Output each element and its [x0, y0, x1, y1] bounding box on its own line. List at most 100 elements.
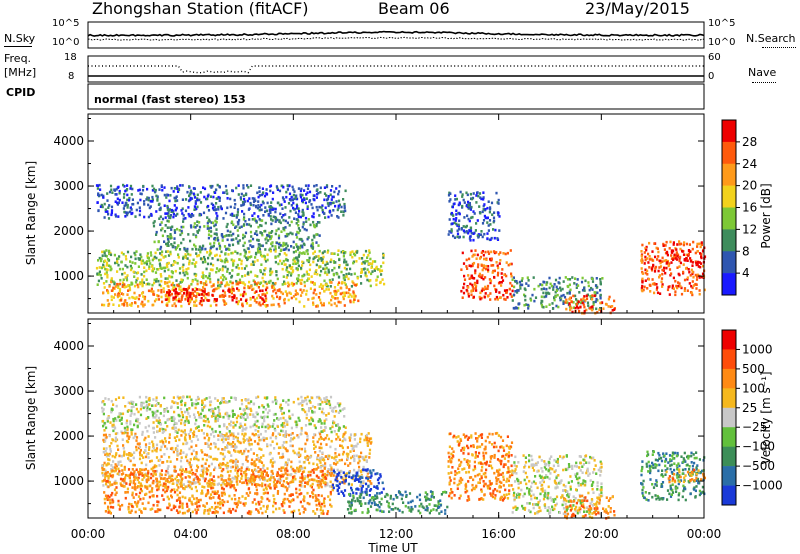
- power-cell: [206, 251, 209, 254]
- velocity-cell: [292, 449, 295, 453]
- power-cell: [282, 248, 285, 251]
- power-cell: [213, 289, 216, 292]
- power-cell: [460, 289, 463, 293]
- velocity-cell: [332, 406, 335, 410]
- power-cell: [550, 284, 554, 288]
- power-cell: [498, 229, 501, 232]
- velocity-cell: [359, 440, 362, 444]
- power-cell: [163, 230, 167, 233]
- velocity-cell: [222, 437, 225, 441]
- power-cell: [576, 278, 579, 281]
- velocity-cell: [230, 420, 233, 424]
- power-cell: [329, 193, 332, 197]
- velocity-cell: [168, 436, 171, 439]
- power-cell: [542, 280, 545, 284]
- power-cell: [255, 251, 258, 255]
- power-cell: [449, 198, 452, 201]
- velocity-cell: [363, 438, 366, 442]
- velocity-cell: [224, 400, 227, 403]
- velocity-cell: [260, 456, 263, 459]
- power-cell: [212, 208, 215, 212]
- power-cell: [676, 255, 679, 258]
- power-cell: [185, 271, 188, 274]
- velocity-cell: [103, 421, 106, 425]
- velocity-cell: [150, 489, 153, 492]
- velocity-cell: [240, 399, 243, 402]
- power-cell: [167, 240, 170, 243]
- velocity-cell: [305, 432, 308, 435]
- power-cell: [323, 267, 326, 271]
- power-cell: [284, 206, 287, 209]
- power-cell: [315, 233, 318, 236]
- velocity-cell: [327, 437, 330, 441]
- power-cell: [180, 304, 183, 308]
- power-cell: [286, 234, 289, 238]
- power-cell: [255, 282, 258, 285]
- power-cell: [353, 296, 356, 299]
- velocity-cell: [275, 399, 278, 403]
- power-cell: [213, 241, 216, 245]
- power-cell: [179, 292, 182, 295]
- power-cell: [140, 302, 143, 306]
- power-cell: [294, 289, 297, 293]
- velocity-cell: [330, 466, 333, 470]
- velocity-cell: [104, 510, 107, 513]
- power-cell: [467, 274, 470, 277]
- power-cell: [284, 219, 287, 223]
- power-cell: [329, 285, 332, 288]
- velocity-cell: [198, 482, 201, 486]
- velocity-cell: [260, 471, 263, 475]
- power-cell: [313, 272, 316, 275]
- velocity-cell: [225, 432, 228, 435]
- power-cell: [181, 184, 184, 187]
- power-cell: [303, 243, 306, 247]
- power-cell: [561, 287, 564, 291]
- power-cell: [493, 269, 496, 273]
- velocity-cell: [334, 458, 337, 462]
- power-cell: [698, 276, 701, 279]
- velocity-cell: [156, 425, 159, 428]
- velocity-cell: [318, 449, 321, 453]
- velocity-cell: [333, 430, 336, 433]
- velocity-cell: [105, 447, 108, 450]
- power-cell: [290, 296, 293, 300]
- velocity-cell: [114, 469, 117, 472]
- power-cell: [166, 295, 169, 298]
- velocity-cell: [107, 462, 110, 466]
- power-cell: [173, 231, 177, 234]
- power-cell: [262, 284, 265, 288]
- velocity-cell: [256, 442, 259, 445]
- power-cell: [454, 194, 457, 197]
- power-cell: [214, 219, 217, 223]
- velocity-cell: [174, 401, 177, 404]
- velocity-cell: [187, 433, 190, 436]
- power-cell: [502, 252, 505, 255]
- power-cell: [282, 214, 285, 217]
- power-cell: [315, 263, 318, 267]
- power-cell: [215, 267, 219, 270]
- power-cell: [138, 257, 141, 261]
- power-cell: [498, 215, 501, 218]
- power-cells: [95, 183, 707, 315]
- power-cell: [486, 284, 490, 288]
- velocity-cell: [353, 459, 356, 463]
- velocity-cell: [324, 400, 327, 403]
- velocity-cell: [166, 477, 169, 481]
- power-cell: [97, 192, 100, 195]
- velocity-cell: [222, 415, 225, 419]
- power-cell: [308, 199, 312, 202]
- velocity-cell: [349, 462, 352, 465]
- power-cell: [515, 280, 518, 283]
- power-cell: [277, 227, 280, 231]
- velocity-cell: [184, 436, 187, 439]
- power-cell: [187, 302, 191, 306]
- power-cell: [449, 192, 452, 195]
- velocity-cell: [257, 483, 260, 486]
- power-cell: [375, 267, 378, 270]
- power-cell: [174, 295, 177, 299]
- power-cell: [218, 199, 221, 202]
- power-cell: [254, 274, 257, 277]
- power-cell: [590, 286, 593, 290]
- velocity-cell: [232, 426, 235, 429]
- power-cell: [486, 294, 489, 298]
